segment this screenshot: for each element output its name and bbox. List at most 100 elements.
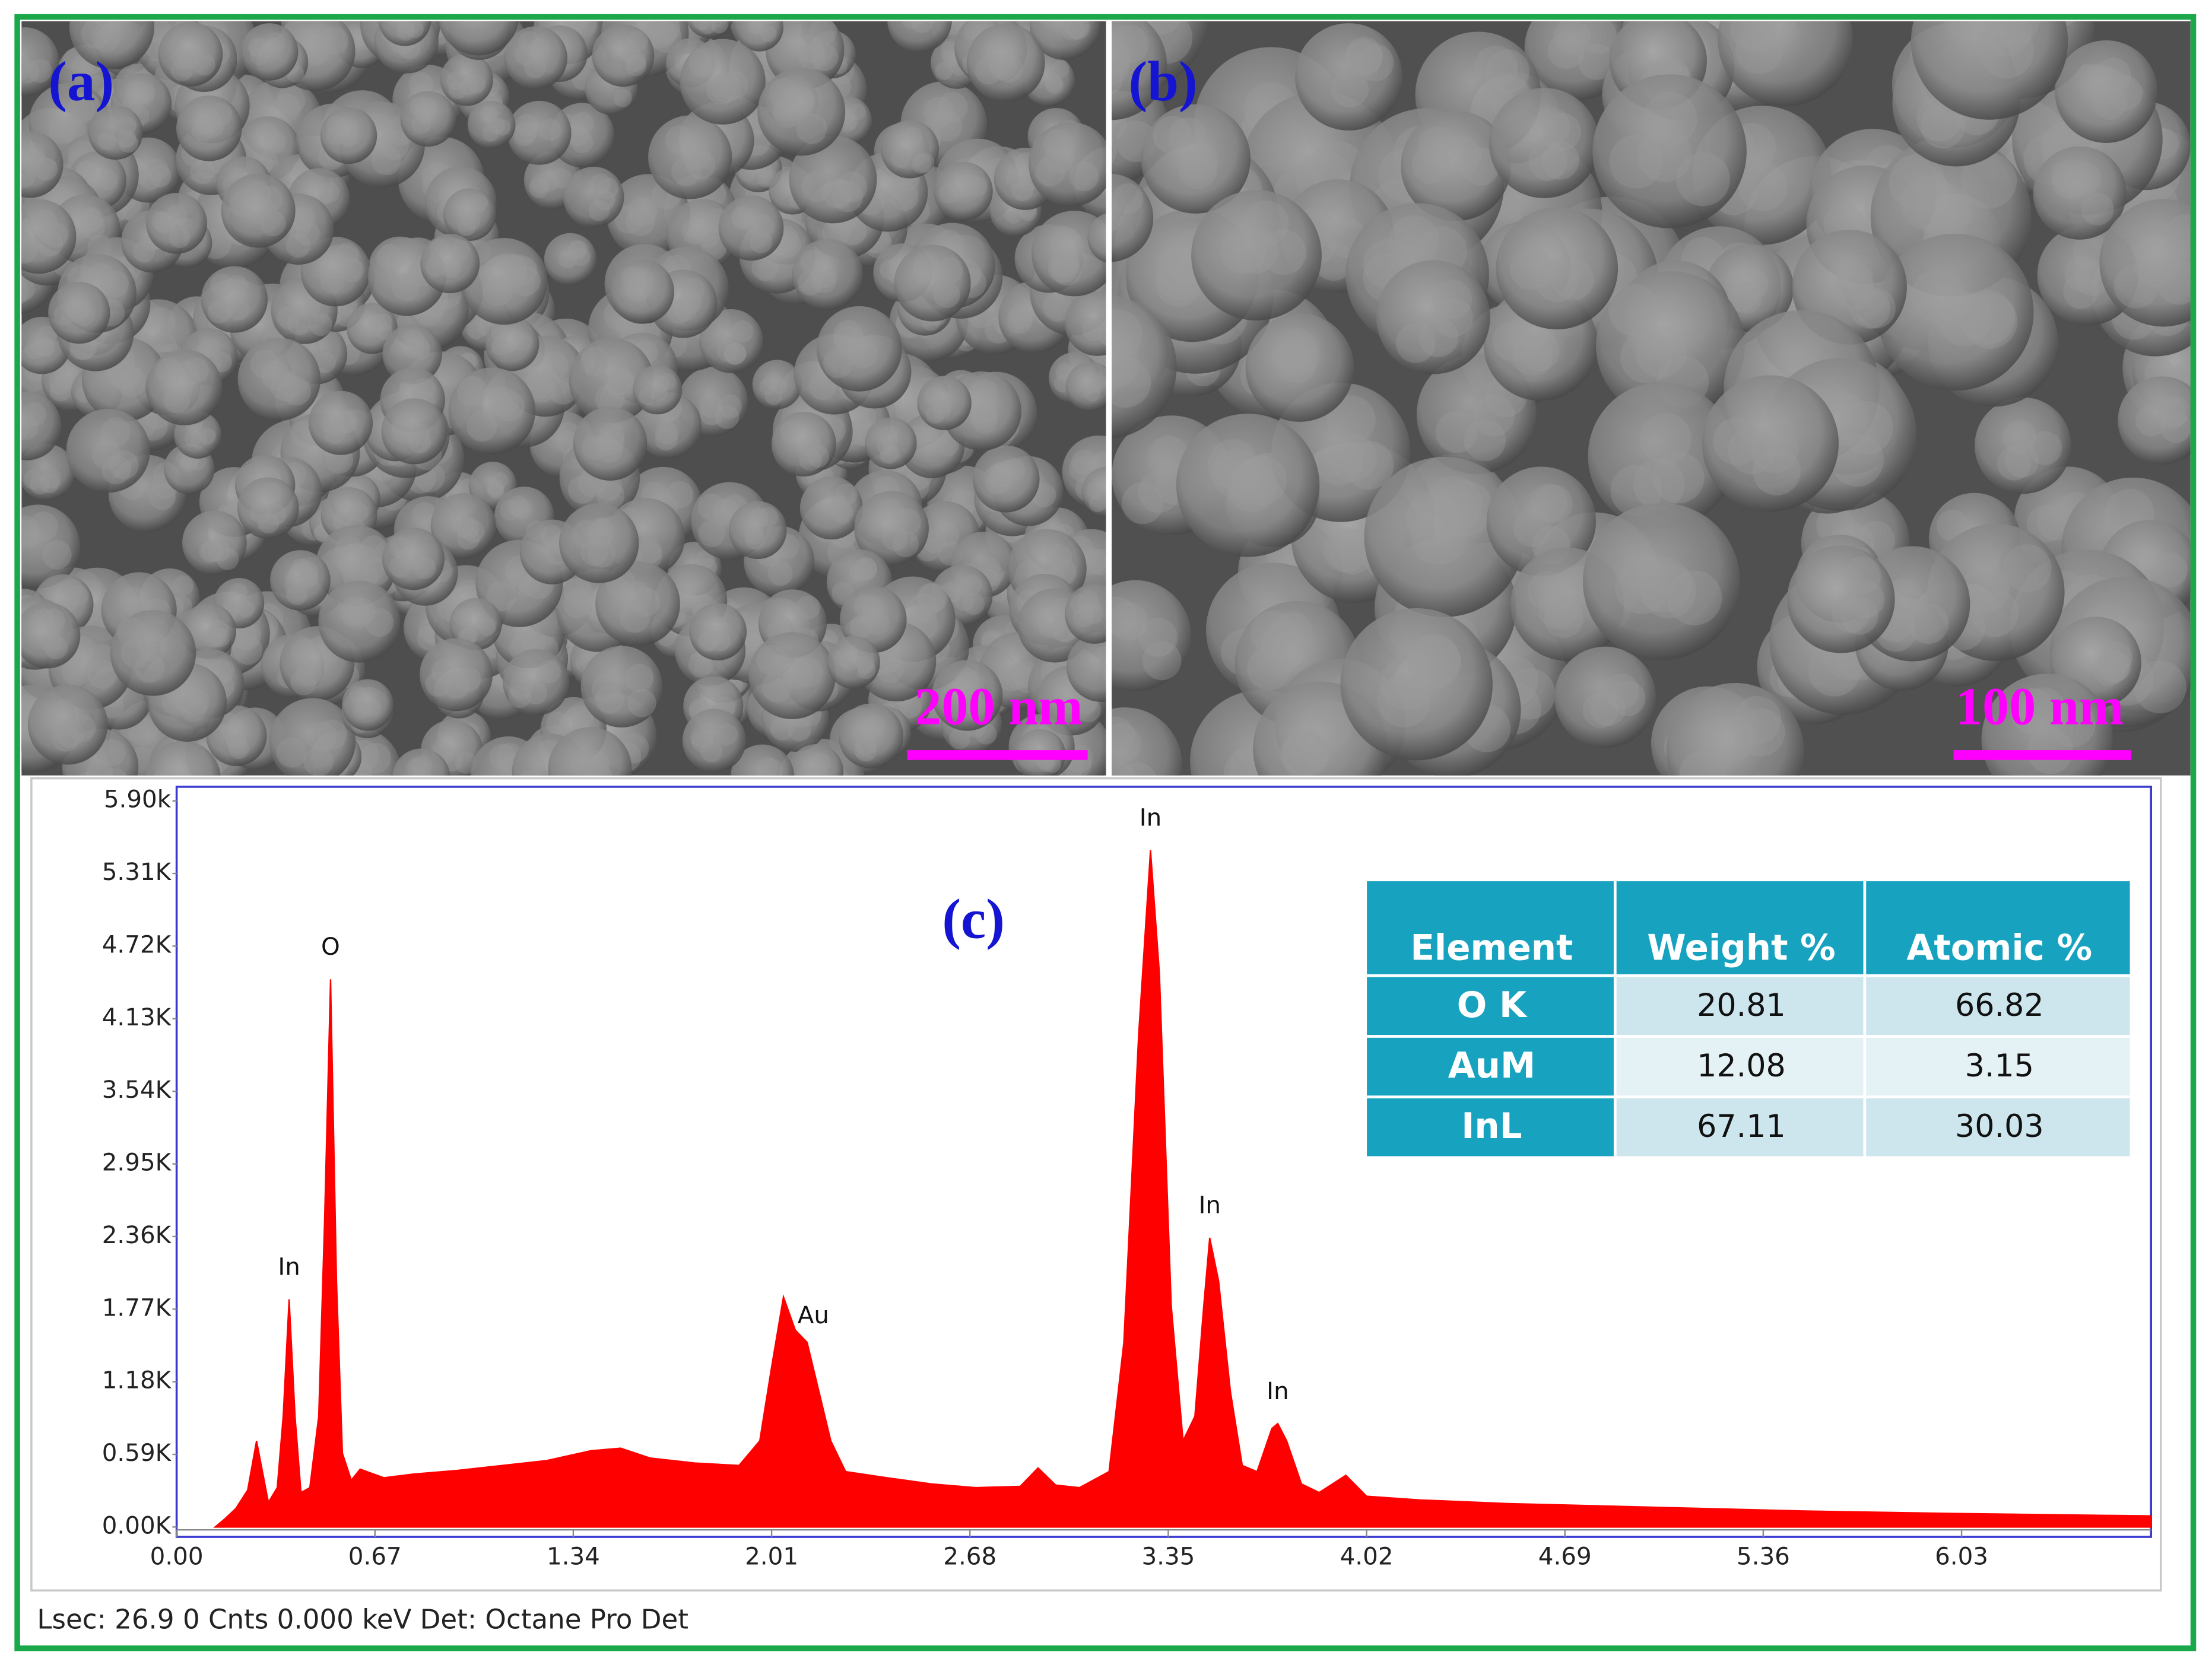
- particle-grain: [199, 338, 220, 358]
- particle-grain: [1323, 527, 1369, 573]
- particle-grain: [767, 561, 793, 586]
- particle-grain: [515, 120, 537, 144]
- particle-grain: [697, 631, 718, 652]
- particle: [752, 360, 802, 409]
- particle-grain: [688, 47, 719, 78]
- particle-grain: [207, 300, 231, 324]
- particle-grain: [297, 567, 319, 589]
- particle-grain: [1407, 633, 1461, 687]
- particle-grain: [2106, 75, 2143, 111]
- particle-grain: [2020, 687, 2067, 733]
- particle-grain: [290, 206, 315, 231]
- particle-grain: [49, 373, 71, 395]
- particle-grain: [250, 350, 280, 379]
- particle-grain: [228, 738, 249, 760]
- particle-grain: [1834, 270, 1875, 311]
- particle: [27, 684, 108, 765]
- particle: [461, 238, 548, 325]
- particle-grain: [1729, 21, 1778, 53]
- particle-grain: [1551, 258, 1594, 301]
- particle-grain: [509, 676, 533, 700]
- particle-grain: [1045, 76, 1064, 94]
- particle-grain: [212, 352, 233, 373]
- particle-grain: [449, 240, 471, 261]
- particle-grain: [1580, 21, 1617, 54]
- particle: [467, 100, 516, 149]
- particle-grain: [87, 659, 118, 689]
- particle: [595, 561, 680, 646]
- particle-grain: [1840, 597, 1878, 635]
- particle-grain: [126, 81, 148, 103]
- particle: [1176, 414, 1320, 557]
- particle-grain: [1528, 142, 1567, 181]
- particle-grain: [566, 124, 589, 147]
- particle-grain: [1735, 27, 1783, 74]
- particle-grain: [207, 627, 227, 647]
- particle-grain: [49, 379, 72, 402]
- particle-grain: [487, 481, 504, 498]
- particle-grain: [718, 394, 742, 419]
- particle-grain: [53, 304, 75, 326]
- particle-grain: [379, 130, 409, 160]
- cell: [1367, 1037, 1614, 1096]
- particle: [182, 510, 247, 576]
- particle-grain: [412, 502, 436, 526]
- particle-grain: [117, 116, 137, 135]
- particle: [1592, 74, 1747, 228]
- particle-grain: [695, 223, 721, 248]
- particle: [610, 259, 675, 324]
- particle-grain: [880, 446, 899, 464]
- particle-grain: [2159, 396, 2191, 427]
- particle-grain: [933, 281, 960, 309]
- particle-grain: [1236, 455, 1287, 506]
- particle-grain: [570, 705, 594, 729]
- particle-grain: [681, 141, 710, 171]
- particle-grain: [249, 39, 270, 59]
- particle-grain: [1112, 602, 1148, 641]
- particle: [563, 167, 624, 228]
- particle-grain: [836, 171, 868, 202]
- particle-grain: [478, 617, 496, 636]
- particle-grain: [469, 193, 488, 212]
- particle: [680, 39, 766, 125]
- particle-grain: [925, 405, 945, 424]
- particle-grain: [376, 244, 404, 272]
- particle-grain: [627, 197, 657, 227]
- particle-grain: [1306, 700, 1354, 747]
- particle-grain: [21, 55, 32, 80]
- particle-grain: [759, 378, 777, 396]
- particle-grain: [1065, 21, 1091, 40]
- particle-grain: [1063, 21, 1088, 39]
- particle-grain: [134, 653, 165, 683]
- particle-grain: [408, 430, 431, 454]
- particle-grain: [148, 483, 176, 510]
- particle-grain: [67, 298, 90, 320]
- particle-grain: [923, 96, 954, 128]
- particle-grain: [163, 387, 191, 414]
- particle-grain: [277, 306, 300, 329]
- particle-grain: [624, 50, 647, 72]
- particle-grain: [1485, 49, 1529, 94]
- particle-grain: [594, 189, 615, 211]
- particle: [931, 660, 1003, 731]
- particle-grain: [911, 153, 932, 174]
- particle-grain: [491, 472, 509, 490]
- particle-grain: [341, 596, 370, 625]
- particle-grain: [1732, 695, 1782, 745]
- particle-grain: [21, 59, 40, 84]
- particle-grain: [282, 376, 312, 406]
- peak-label: In: [1198, 1192, 1220, 1219]
- particle: [1245, 313, 1354, 422]
- particle-grain: [452, 514, 475, 538]
- particle-grain: [1713, 417, 1761, 465]
- particle-grain: [1088, 494, 1106, 513]
- plot-area: 0.00K 0.59K 1.18K 1.77K 2.36K 2.95K 3.54K 4.13K…: [102, 786, 2152, 1571]
- particle-grain: [588, 539, 616, 568]
- particle-grain: [456, 203, 475, 222]
- particle-grain: [953, 589, 975, 611]
- particle-grain: [405, 21, 424, 39]
- particle-grain: [109, 360, 139, 390]
- particle-grain: [62, 49, 85, 71]
- particle-grain: [320, 255, 345, 280]
- particle-grain: [1737, 708, 1785, 757]
